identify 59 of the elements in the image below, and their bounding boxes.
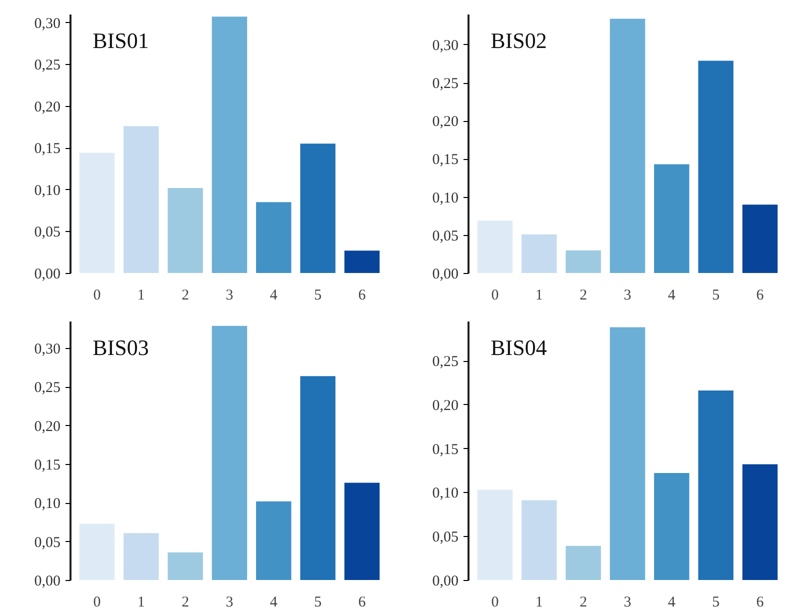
y-tick-label: 0,10 — [432, 486, 458, 502]
x-tick-label: 3 — [226, 594, 234, 610]
y-tick-label: 0,20 — [432, 114, 458, 130]
y-tick-label: 0,00 — [432, 266, 458, 282]
x-tick-label: 1 — [137, 594, 145, 610]
text: BIS03 — [92, 334, 149, 360]
y-tick-label: 0,15 — [34, 141, 60, 158]
y-tick-label: 0,20 — [432, 398, 458, 414]
x-tick-label: 2 — [182, 288, 190, 304]
x-tick-label: 5 — [712, 288, 720, 304]
x-tick-label: 0 — [93, 594, 101, 610]
x-tick-label: 5 — [314, 288, 322, 304]
x-tick-label: 0 — [491, 288, 499, 304]
x-tick-label: 4 — [270, 594, 278, 610]
y-tick-label: 0,00 — [432, 574, 458, 590]
y-tick-label: 0,15 — [432, 442, 458, 458]
x-tick-label: 1 — [535, 594, 543, 610]
x-tick-label: 6 — [358, 288, 366, 304]
text: BIS01 — [92, 28, 149, 53]
x-tick-label: 2 — [580, 594, 588, 610]
y-tick-label: 0,15 — [34, 458, 60, 474]
y-tick-label: 0,25 — [34, 58, 60, 74]
y-tick-label: 0,05 — [432, 530, 458, 546]
x-tick-label: 6 — [756, 288, 764, 304]
y-tick-label: 0,05 — [34, 534, 60, 551]
y-tick-label: 0,20 — [34, 99, 60, 116]
y-tick-label: 0,05 — [432, 228, 458, 244]
x-tick-label: 2 — [580, 288, 588, 304]
x-tick-label: 5 — [712, 594, 720, 610]
y-tick-label: 0,00 — [34, 266, 60, 282]
x-tick-label: 0 — [491, 594, 499, 610]
x-tick-label: 2 — [182, 594, 190, 610]
y-tick-label: 0,30 — [34, 16, 60, 32]
y-tick-label: 0,05 — [34, 224, 60, 241]
x-tick-label: 0 — [93, 288, 101, 304]
x-tick-label: 4 — [668, 594, 676, 610]
x-tick-label: 4 — [270, 288, 278, 304]
text: BIS02 — [490, 28, 547, 53]
y-tick-label: 0,10 — [34, 182, 60, 199]
y-tick-label: 0,25 — [34, 380, 60, 396]
x-tick-label: 1 — [137, 288, 145, 304]
x-tick-label: 3 — [226, 288, 234, 304]
y-tick-label: 0,10 — [34, 496, 60, 512]
text: BIS04 — [490, 334, 547, 360]
x-tick-label: 6 — [358, 594, 366, 610]
y-tick-label: 0,30 — [34, 342, 60, 358]
y-tick-label: 0,00 — [34, 574, 60, 590]
x-tick-label: 1 — [535, 288, 543, 304]
x-tick-label: 6 — [756, 594, 764, 610]
y-tick-label: 0,25 — [432, 354, 458, 370]
x-tick-label: 5 — [314, 594, 322, 610]
y-tick-label: 0,15 — [432, 152, 458, 168]
x-tick-label: 4 — [668, 288, 676, 304]
x-tick-label: 3 — [624, 594, 632, 610]
x-tick-label: 3 — [624, 288, 632, 304]
y-tick-label: 0,25 — [432, 76, 458, 92]
y-tick-label: 0,20 — [34, 418, 60, 435]
y-tick-label: 0,10 — [432, 190, 458, 206]
y-tick-label: 0,30 — [432, 38, 458, 54]
